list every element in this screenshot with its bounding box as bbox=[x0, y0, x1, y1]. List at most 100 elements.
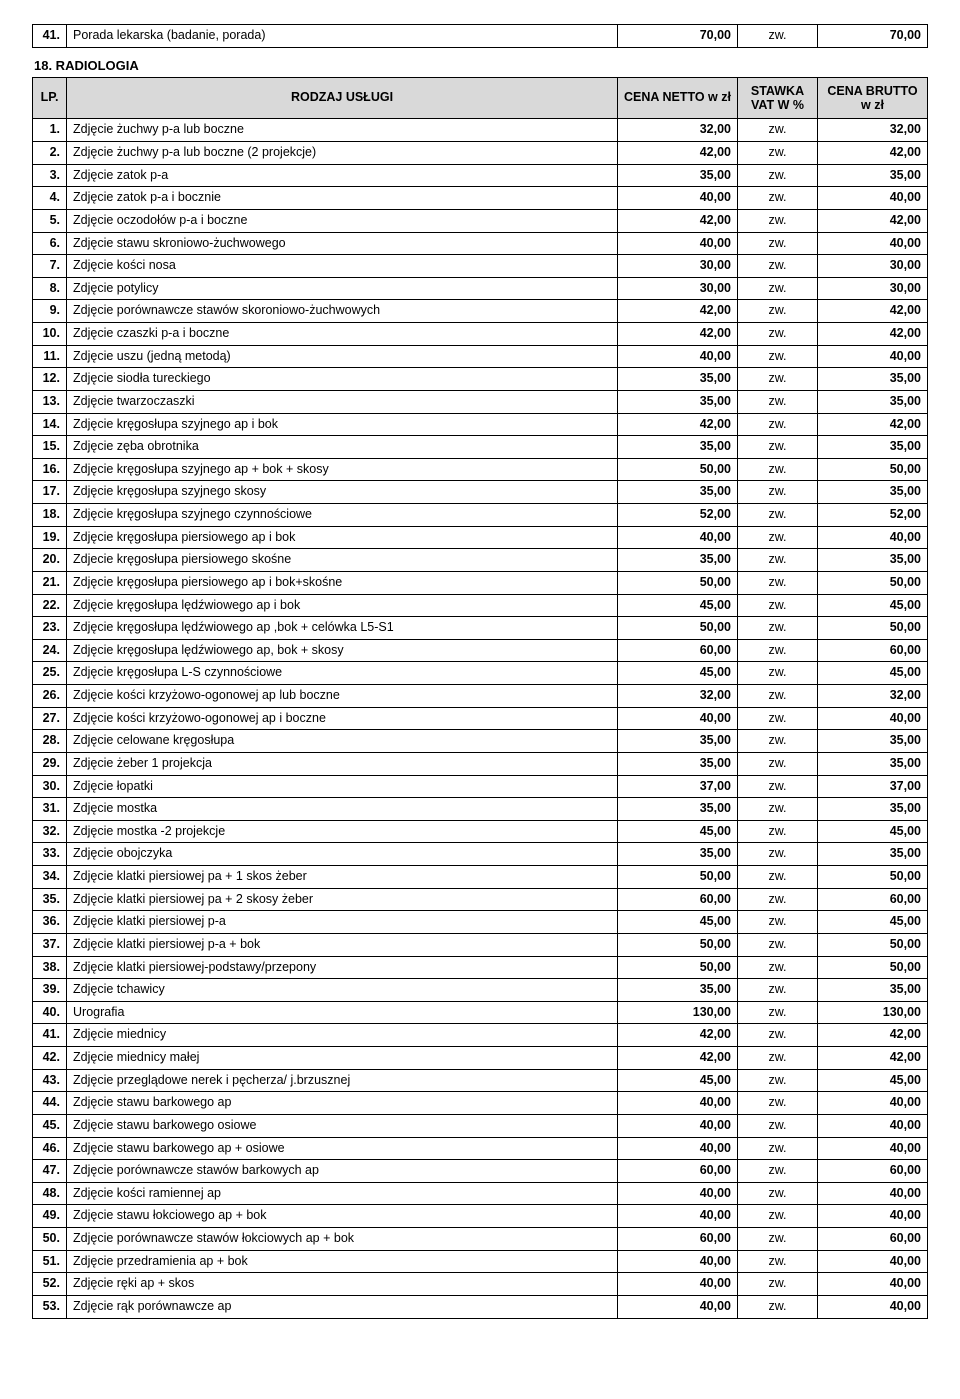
cell-name: Zdjęcie miednicy małej bbox=[67, 1047, 618, 1070]
cell-name: Zdjęcie porównawcze stawów skoroniowo-żu… bbox=[67, 300, 618, 323]
cell-brutto: 60,00 bbox=[818, 1160, 928, 1183]
table-row: 28.Zdjęcie celowane kręgosłupa35,00zw.35… bbox=[33, 730, 928, 753]
cell-lp: 28. bbox=[33, 730, 67, 753]
cell-name: Zdjęcie potylicy bbox=[67, 277, 618, 300]
cell-vat: zw. bbox=[738, 1228, 818, 1251]
cell-vat: zw. bbox=[738, 594, 818, 617]
cell-lp: 41. bbox=[33, 25, 67, 48]
cell-brutto: 40,00 bbox=[818, 707, 928, 730]
cell-vat: zw. bbox=[738, 933, 818, 956]
cell-vat: zw. bbox=[738, 798, 818, 821]
cell-name: Zdjęcie klatki piersiowej pa + 1 skos że… bbox=[67, 866, 618, 889]
cell-name: Zdjęcie stawu skroniowo-żuchwowego bbox=[67, 232, 618, 255]
header-brutto-line2: w zł bbox=[861, 98, 884, 112]
table-row: 2.Zdjęcie żuchwy p-a lub boczne (2 proje… bbox=[33, 142, 928, 165]
cell-brutto: 60,00 bbox=[818, 888, 928, 911]
cell-brutto: 40,00 bbox=[818, 1092, 928, 1115]
cell-lp: 40. bbox=[33, 1001, 67, 1024]
cell-brutto: 50,00 bbox=[818, 458, 928, 481]
table-row: 46.Zdjęcie stawu barkowego ap + osiowe40… bbox=[33, 1137, 928, 1160]
cell-lp: 32. bbox=[33, 820, 67, 843]
cell-netto: 42,00 bbox=[618, 323, 738, 346]
cell-lp: 22. bbox=[33, 594, 67, 617]
cell-name: Zdjęcie stawu barkowego ap + osiowe bbox=[67, 1137, 618, 1160]
cell-netto: 40,00 bbox=[618, 1114, 738, 1137]
cell-lp: 9. bbox=[33, 300, 67, 323]
table-row: 18.Zdjęcie kręgosłupa szyjnego czynności… bbox=[33, 504, 928, 527]
cell-lp: 30. bbox=[33, 775, 67, 798]
cell-netto: 35,00 bbox=[618, 798, 738, 821]
table-row: 15.Zdjęcie zęba obrotnika35,00zw.35,00 bbox=[33, 436, 928, 459]
table-row: 49.Zdjęcie stawu łokciowego ap + bok40,0… bbox=[33, 1205, 928, 1228]
table-row: 33.Zdjęcie obojczyka35,00zw.35,00 bbox=[33, 843, 928, 866]
cell-vat: zw. bbox=[738, 345, 818, 368]
cell-name: Zdjęcie klatki piersiowej p-a + bok bbox=[67, 933, 618, 956]
cell-lp: 50. bbox=[33, 1228, 67, 1251]
header-vat-line1: STAWKA bbox=[751, 84, 804, 98]
cell-vat: zw. bbox=[738, 1250, 818, 1273]
cell-name: Porada lekarska (badanie, porada) bbox=[67, 25, 618, 48]
cell-netto: 42,00 bbox=[618, 300, 738, 323]
cell-netto: 60,00 bbox=[618, 1160, 738, 1183]
cell-lp: 41. bbox=[33, 1024, 67, 1047]
cell-vat: zw. bbox=[738, 775, 818, 798]
cell-name: Zdjęcie kręgosłupa lędźwiowego ap, bok +… bbox=[67, 639, 618, 662]
cell-vat: zw. bbox=[738, 119, 818, 142]
cell-netto: 40,00 bbox=[618, 1250, 738, 1273]
cell-netto: 45,00 bbox=[618, 820, 738, 843]
cell-vat: zw. bbox=[738, 368, 818, 391]
cell-netto: 70,00 bbox=[618, 25, 738, 48]
table-row: 32.Zdjęcie mostka -2 projekcje45,00zw.45… bbox=[33, 820, 928, 843]
cell-name: Zdjęcie porównawcze stawów łokciowych ap… bbox=[67, 1228, 618, 1251]
table-row: 37.Zdjęcie klatki piersiowej p-a + bok50… bbox=[33, 933, 928, 956]
cell-lp: 51. bbox=[33, 1250, 67, 1273]
cell-vat: zw. bbox=[738, 1137, 818, 1160]
table-row: 5.Zdjęcie oczodołów p-a i boczne42,00zw.… bbox=[33, 209, 928, 232]
cell-brutto: 35,00 bbox=[818, 436, 928, 459]
cell-vat: zw. bbox=[738, 571, 818, 594]
cell-vat: zw. bbox=[738, 1024, 818, 1047]
table-header-row: LP. RODZAJ USŁUGI CENA NETTO w zł STAWKA… bbox=[33, 77, 928, 119]
cell-name: Zdjęcie oczodołów p-a i boczne bbox=[67, 209, 618, 232]
cell-vat: zw. bbox=[738, 413, 818, 436]
table-row: 14.Zdjęcie kręgosłupa szyjnego ap i bok4… bbox=[33, 413, 928, 436]
cell-lp: 12. bbox=[33, 368, 67, 391]
table-row: 10.Zdjęcie czaszki p-a i boczne42,00zw.4… bbox=[33, 323, 928, 346]
cell-netto: 42,00 bbox=[618, 413, 738, 436]
table-row: 16.Zdjęcie kręgosłupa szyjnego ap + bok … bbox=[33, 458, 928, 481]
cell-lp: 26. bbox=[33, 685, 67, 708]
table-row: 13.Zdjęcie twarzoczaszki35,00zw.35,00 bbox=[33, 390, 928, 413]
cell-vat: zw. bbox=[738, 820, 818, 843]
cell-netto: 60,00 bbox=[618, 639, 738, 662]
cell-netto: 32,00 bbox=[618, 119, 738, 142]
cell-lp: 34. bbox=[33, 866, 67, 889]
table-row: 50.Zdjęcie porównawcze stawów łokciowych… bbox=[33, 1228, 928, 1251]
table-row: 38.Zdjęcie klatki piersiowej-podstawy/pr… bbox=[33, 956, 928, 979]
cell-vat: zw. bbox=[738, 164, 818, 187]
cell-netto: 35,00 bbox=[618, 752, 738, 775]
cell-vat: zw. bbox=[738, 232, 818, 255]
cell-netto: 35,00 bbox=[618, 843, 738, 866]
cell-lp: 31. bbox=[33, 798, 67, 821]
cell-name: Zdjęcie kręgosłupa szyjnego ap + bok + s… bbox=[67, 458, 618, 481]
table-row: 4.Zdjęcie zatok p-a i bocznie40,00zw.40,… bbox=[33, 187, 928, 210]
cell-netto: 50,00 bbox=[618, 866, 738, 889]
cell-brutto: 50,00 bbox=[818, 571, 928, 594]
cell-brutto: 40,00 bbox=[818, 1137, 928, 1160]
cell-name: Zdjęcie zęba obrotnika bbox=[67, 436, 618, 459]
cell-brutto: 50,00 bbox=[818, 956, 928, 979]
cell-brutto: 40,00 bbox=[818, 1114, 928, 1137]
table-row: 26.Zdjęcie kości krzyżowo-ogonowej ap lu… bbox=[33, 685, 928, 708]
table-row: 25.Zdjęcie kręgosłupa L-S czynnościowe45… bbox=[33, 662, 928, 685]
cell-name: Zdjęcie kręgosłupa L-S czynnościowe bbox=[67, 662, 618, 685]
cell-lp: 38. bbox=[33, 956, 67, 979]
cell-netto: 40,00 bbox=[618, 187, 738, 210]
cell-netto: 50,00 bbox=[618, 933, 738, 956]
cell-name: Zdjęcie rąk porównawcze ap bbox=[67, 1295, 618, 1318]
cell-name: Urografia bbox=[67, 1001, 618, 1024]
cell-brutto: 42,00 bbox=[818, 209, 928, 232]
cell-vat: zw. bbox=[738, 730, 818, 753]
header-vat-line2: VAT W % bbox=[751, 98, 804, 112]
cell-name: Zdjęcie mostka bbox=[67, 798, 618, 821]
cell-netto: 40,00 bbox=[618, 345, 738, 368]
